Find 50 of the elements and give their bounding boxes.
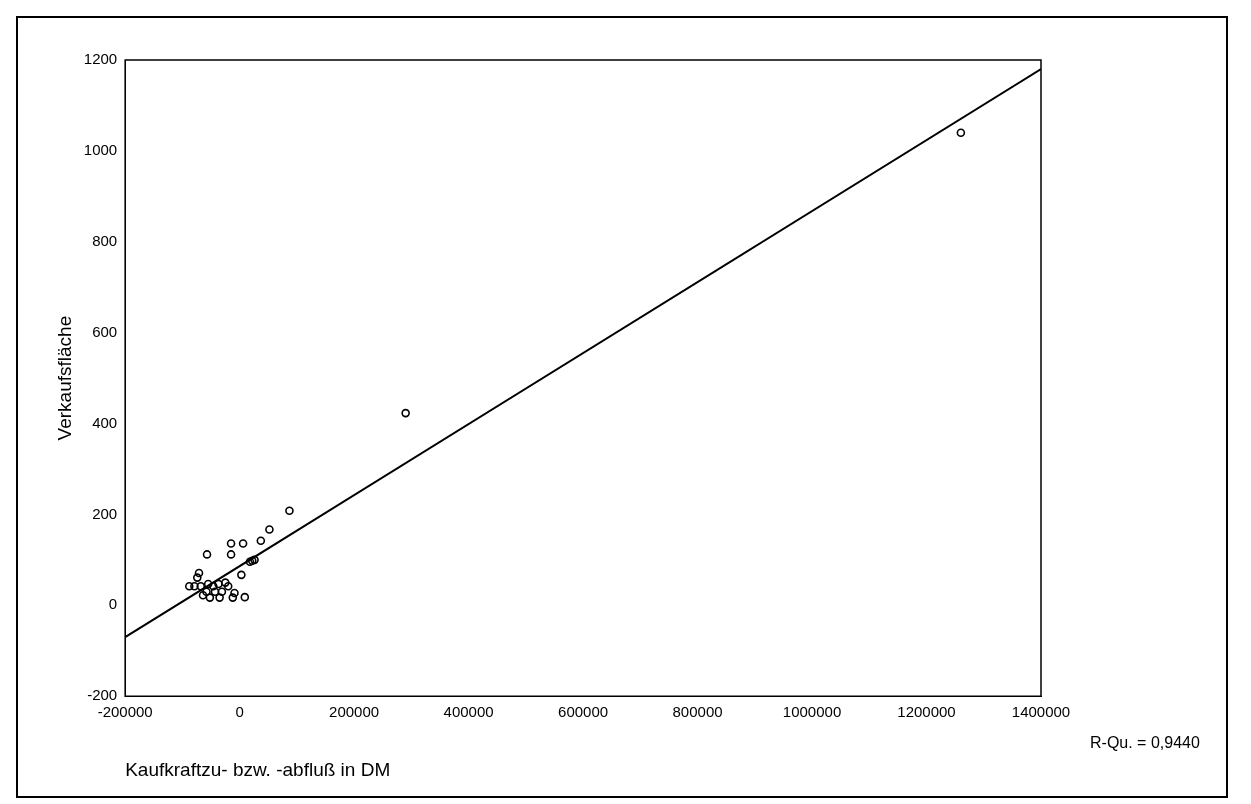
y-tick-label: 600 bbox=[92, 322, 118, 340]
point bbox=[202, 550, 212, 559]
point bbox=[256, 536, 266, 546]
point bbox=[250, 555, 259, 565]
point bbox=[285, 506, 294, 516]
point bbox=[190, 581, 199, 591]
y-tick-label: 1200 bbox=[83, 50, 118, 68]
y-tick-label: 1000 bbox=[83, 141, 118, 159]
y-tick-label: 0 bbox=[108, 595, 118, 613]
x-tick-label: 400000 bbox=[443, 703, 494, 721]
y-tick-label: 200 bbox=[92, 504, 118, 522]
point bbox=[215, 593, 224, 602]
point bbox=[192, 573, 202, 582]
point bbox=[214, 579, 223, 589]
point bbox=[221, 578, 230, 587]
point bbox=[240, 592, 250, 602]
x-tick-label: -200000 bbox=[97, 703, 153, 721]
point bbox=[198, 591, 208, 600]
x-tick-label: 1000000 bbox=[782, 703, 842, 721]
y-tick-label: 400 bbox=[92, 413, 118, 431]
point bbox=[265, 525, 274, 534]
y-tick-label: -200 bbox=[87, 686, 118, 704]
y-axis-title: Verkaufsfläche bbox=[53, 315, 75, 441]
point bbox=[223, 581, 233, 591]
point bbox=[217, 587, 227, 596]
point bbox=[205, 593, 215, 602]
x-tick-label: 600000 bbox=[558, 703, 609, 721]
y-tick-label: 800 bbox=[92, 231, 118, 249]
x-tick-label: 800000 bbox=[672, 703, 723, 721]
x-tick-label: 200000 bbox=[329, 703, 380, 721]
x-tick-label: 0 bbox=[235, 703, 244, 721]
x-axis-title: Kaufkraftzu- bzw. -abfluß in DM bbox=[125, 758, 391, 780]
point bbox=[184, 581, 194, 591]
x-tick-label: 1200000 bbox=[897, 703, 956, 721]
point bbox=[226, 550, 236, 559]
point bbox=[210, 587, 220, 596]
point bbox=[196, 581, 206, 591]
point bbox=[202, 587, 211, 596]
point bbox=[401, 408, 410, 418]
point bbox=[956, 128, 966, 138]
x-tick-label: 1400000 bbox=[1011, 703, 1071, 721]
text: R-Qu. = 0,9440 bbox=[1090, 734, 1200, 752]
point bbox=[237, 570, 246, 580]
point bbox=[209, 581, 218, 591]
point bbox=[228, 593, 238, 602]
point bbox=[226, 539, 236, 548]
point bbox=[238, 539, 248, 548]
point bbox=[203, 579, 213, 589]
point bbox=[230, 588, 239, 598]
point bbox=[194, 568, 204, 578]
